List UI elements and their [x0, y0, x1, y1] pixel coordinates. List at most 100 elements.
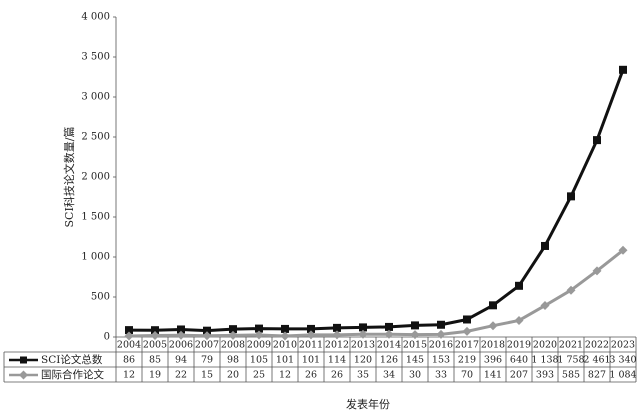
- y-tick-label: 1 500: [81, 212, 110, 223]
- y-tick-label: 4 000: [81, 12, 110, 23]
- table-value: 126: [380, 355, 398, 366]
- table-value: 15: [201, 370, 213, 381]
- table-value: 585: [562, 370, 580, 381]
- marker: [307, 324, 315, 333]
- x-tick-label: 2009: [247, 340, 271, 351]
- y-axis-title: SCI科技论文数量/篇: [62, 126, 76, 227]
- marker: [124, 331, 134, 341]
- marker: [463, 315, 471, 324]
- x-tick-label: 2016: [429, 340, 453, 351]
- y-tick-label: 2 000: [81, 172, 110, 183]
- marker: [176, 330, 186, 340]
- y-tick-label: 2 500: [81, 132, 110, 143]
- marker: [280, 331, 290, 341]
- x-tick-label: 2018: [481, 340, 505, 351]
- table-value: 396: [484, 355, 502, 366]
- marker: [541, 241, 549, 250]
- table-value: 1 758: [557, 355, 584, 366]
- table-value: 105: [250, 355, 268, 366]
- table-value: 26: [305, 370, 317, 381]
- legend-marker: [19, 370, 28, 380]
- table-value: 393: [536, 370, 554, 381]
- table-value: 85: [149, 355, 161, 366]
- marker: [202, 331, 212, 341]
- table-value: 120: [354, 355, 372, 366]
- table-value: 12: [123, 370, 135, 381]
- table-value: 19: [149, 370, 161, 381]
- table-value: 640: [510, 355, 528, 366]
- marker: [410, 330, 420, 340]
- table-value: 145: [406, 355, 424, 366]
- series-line: [128, 69, 625, 333]
- x-tick-label: 2019: [507, 340, 531, 351]
- table-value: 12: [279, 370, 291, 381]
- marker: [592, 266, 602, 276]
- marker: [254, 330, 264, 340]
- x-tick-label: 2023: [611, 340, 635, 351]
- x-tick-label: 2017: [455, 340, 479, 351]
- table-value: 34: [383, 370, 395, 381]
- marker: [462, 326, 472, 336]
- marker: [203, 326, 211, 335]
- marker: [332, 330, 342, 340]
- table-value: 101: [302, 355, 320, 366]
- x-tick-label: 2004: [117, 340, 141, 351]
- table-value: 22: [175, 370, 187, 381]
- marker: [515, 281, 523, 290]
- table-value: 20: [227, 370, 239, 381]
- marker: [255, 324, 263, 333]
- y-tick-label: 0: [104, 332, 110, 343]
- table-value: 114: [328, 355, 346, 366]
- table-value: 153: [432, 355, 450, 366]
- x-tick-label: 2022: [585, 340, 609, 351]
- marker: [358, 329, 368, 339]
- table-value: 3 340: [609, 355, 636, 366]
- x-tick-label: 2015: [403, 340, 427, 351]
- y-tick-label: 3 000: [81, 92, 110, 103]
- marker: [619, 65, 627, 74]
- x-tick-label: 2021: [559, 340, 583, 351]
- marker: [177, 325, 185, 334]
- marker: [151, 326, 159, 335]
- table-value: 86: [123, 355, 135, 366]
- marker: [436, 329, 446, 339]
- marker: [150, 330, 160, 340]
- table-value: 30: [409, 370, 421, 381]
- table-value: 35: [357, 370, 369, 381]
- marker: [385, 322, 393, 331]
- table-value: 1 084: [609, 370, 636, 381]
- table-value: 26: [331, 370, 343, 381]
- y-tick-label: 500: [91, 292, 110, 303]
- legend-label: SCI论文总数: [41, 353, 103, 366]
- marker: [618, 245, 628, 255]
- table-value: 141: [484, 370, 502, 381]
- legend-label: 国际合作论文: [41, 368, 104, 381]
- x-tick-label: 2014: [377, 340, 401, 351]
- table-value: 98: [227, 355, 239, 366]
- marker: [488, 321, 498, 331]
- x-tick-label: 2005: [143, 340, 167, 351]
- marker: [384, 329, 394, 339]
- marker: [228, 330, 238, 340]
- table-value: 101: [276, 355, 294, 366]
- x-tick-label: 2007: [195, 340, 219, 351]
- marker: [566, 285, 576, 295]
- marker: [359, 323, 367, 332]
- x-tick-label: 2011: [299, 340, 323, 351]
- marker: [306, 330, 316, 340]
- marker: [489, 301, 497, 310]
- table-value: 827: [588, 370, 606, 381]
- marker: [593, 136, 601, 145]
- x-tick-label: 2006: [169, 340, 193, 351]
- marker: [567, 192, 575, 201]
- marker: [411, 321, 419, 330]
- y-tick-label: 3 500: [81, 52, 110, 63]
- marker: [333, 323, 341, 332]
- x-tick-label: 2012: [325, 340, 349, 351]
- table-value: 25: [253, 370, 265, 381]
- marker: [281, 324, 289, 333]
- marker: [514, 315, 524, 325]
- table-value: 207: [510, 370, 528, 381]
- x-tick-label: 2013: [351, 340, 375, 351]
